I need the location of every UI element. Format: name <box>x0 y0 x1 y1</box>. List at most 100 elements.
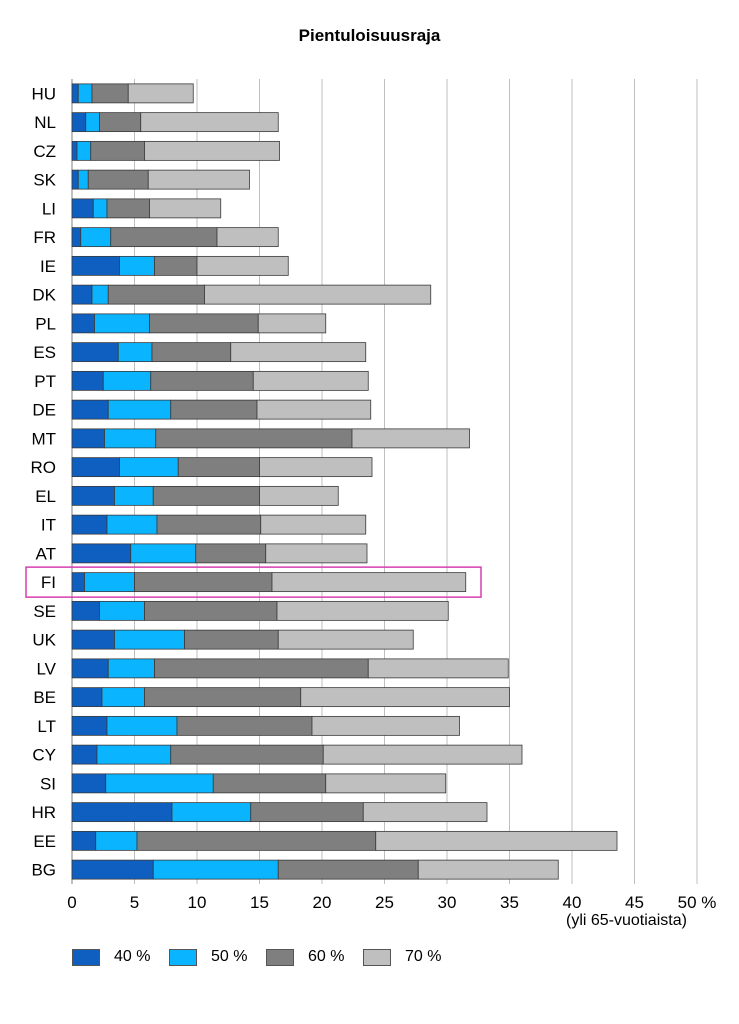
bar-segment <box>71 859 154 880</box>
bar-segment <box>94 313 150 334</box>
legend-label-40: 40 % <box>114 948 151 965</box>
bar-segment <box>260 514 367 535</box>
bar-segment <box>144 687 302 708</box>
bar-segment <box>71 370 104 391</box>
legend-swatch-60 <box>266 948 294 966</box>
legend-swatch-70 <box>363 948 391 966</box>
bar-segment <box>277 629 414 650</box>
bar-segment <box>155 428 353 449</box>
bar-segment <box>250 802 364 823</box>
bar-segment <box>71 198 94 219</box>
category-label: BE <box>33 688 56 707</box>
x-tick-label: 0 <box>67 893 76 912</box>
category-label: FR <box>33 228 56 247</box>
bar-segment <box>95 830 138 851</box>
bar-segment <box>71 227 82 248</box>
bar-segment <box>71 744 98 765</box>
category-label: EL <box>35 487 56 506</box>
category-label: AT <box>36 544 56 563</box>
bar-segment <box>119 255 155 276</box>
bar-segment <box>144 600 278 621</box>
bar-segment <box>101 687 145 708</box>
bar-segment <box>87 169 149 190</box>
bar-segment <box>114 485 154 506</box>
bar-segment <box>107 284 205 305</box>
bar-segment <box>140 112 279 133</box>
bar-segment <box>154 255 198 276</box>
bar-segment <box>77 169 89 190</box>
bar-segment <box>96 744 172 765</box>
highlight-box <box>25 566 482 598</box>
bar-segment <box>91 284 109 305</box>
bar-segment <box>204 284 432 305</box>
x-tick-label: 50 % <box>678 893 717 912</box>
bar-segment <box>276 600 449 621</box>
legend-label-70: 70 % <box>405 948 442 965</box>
bar-segment <box>92 198 108 219</box>
legend-item-70: 70 % <box>363 948 460 966</box>
bar-segment <box>71 543 132 564</box>
bar-segment <box>149 198 222 219</box>
bar-segment <box>110 227 218 248</box>
bar-segment <box>259 457 373 478</box>
legend-swatch-50 <box>169 948 197 966</box>
x-tick-label: 30 <box>438 893 457 912</box>
bar-segment <box>107 399 172 420</box>
bar-segment <box>104 428 157 449</box>
bar-segment <box>99 600 145 621</box>
bar-segment <box>177 457 260 478</box>
bar-segment <box>102 370 152 391</box>
bar-segment <box>71 313 95 334</box>
category-label: DK <box>32 286 56 305</box>
bar-segment <box>71 457 120 478</box>
bar-segment <box>176 715 313 736</box>
bar-segment <box>362 802 488 823</box>
bar-segment <box>144 140 280 161</box>
bar-segment <box>77 83 93 104</box>
bar-segment <box>130 543 197 564</box>
category-label: SI <box>40 774 56 793</box>
category-label: MT <box>31 429 56 448</box>
bar-segment <box>71 773 107 794</box>
x-tick-label: 15 <box>250 893 269 912</box>
x-tick-label: 5 <box>130 893 139 912</box>
bar-segment <box>136 830 377 851</box>
bar-segment <box>85 112 100 133</box>
bar-segment <box>195 543 267 564</box>
bar-segment <box>152 859 279 880</box>
bar-segment <box>417 859 559 880</box>
chart-title: Pientuloisuusraja <box>298 26 441 45</box>
legend: 40 % 50 % 60 % 70 % <box>72 948 460 966</box>
x-tick-label: 10 <box>188 893 207 912</box>
bar-segment <box>134 572 273 593</box>
bar-segment <box>300 687 510 708</box>
category-label: PL <box>35 314 56 333</box>
bar-segment <box>106 514 158 535</box>
legend-item-60: 60 % <box>266 948 363 966</box>
bar-segment <box>106 715 178 736</box>
bar-segment <box>212 773 327 794</box>
bar-segment <box>71 830 97 851</box>
bar-segment <box>170 744 324 765</box>
category-label: HR <box>31 803 56 822</box>
bar-segment <box>71 428 105 449</box>
bar-segment <box>117 342 153 363</box>
bar-segment <box>71 802 173 823</box>
bar-segment <box>151 342 232 363</box>
bar-segment <box>150 370 254 391</box>
category-label: HU <box>31 84 56 103</box>
legend-label-50: 50 % <box>211 948 248 965</box>
bar-segment <box>351 428 470 449</box>
category-label: ES <box>33 343 56 362</box>
bar-segment <box>71 255 120 276</box>
bar-segment <box>277 859 419 880</box>
category-label: IE <box>40 257 56 276</box>
bar-segment <box>71 169 79 190</box>
x-axis-unit-note: (yli 65-vuotiaista) <box>566 912 687 929</box>
bar-segment <box>80 227 112 248</box>
bar-segment <box>149 313 259 334</box>
x-tick-label: 40 <box>563 893 582 912</box>
bar-segment <box>71 687 103 708</box>
category-label: FI <box>41 573 56 592</box>
category-label: NL <box>34 113 56 132</box>
